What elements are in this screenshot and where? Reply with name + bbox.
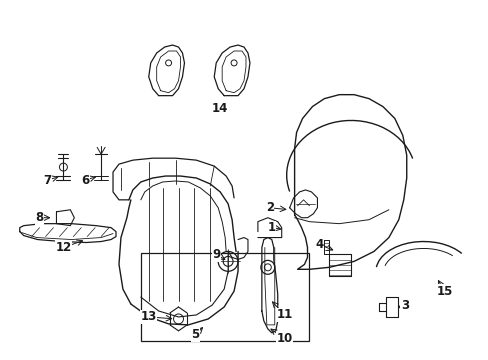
Text: 5: 5	[191, 328, 199, 341]
Text: 3: 3	[400, 298, 408, 311]
Text: 2: 2	[265, 201, 273, 214]
Text: 15: 15	[435, 285, 452, 298]
Text: 10: 10	[276, 332, 292, 345]
Text: 1: 1	[267, 221, 275, 234]
Text: 11: 11	[276, 309, 292, 321]
Text: 13: 13	[141, 310, 157, 323]
Text: 12: 12	[55, 241, 71, 254]
Text: 14: 14	[212, 102, 228, 115]
Text: 8: 8	[36, 211, 43, 224]
Text: 6: 6	[81, 174, 89, 186]
Text: 4: 4	[315, 238, 323, 251]
Text: 9: 9	[212, 248, 220, 261]
Bar	[141, 253, 309, 341]
Text: 7: 7	[43, 174, 52, 186]
